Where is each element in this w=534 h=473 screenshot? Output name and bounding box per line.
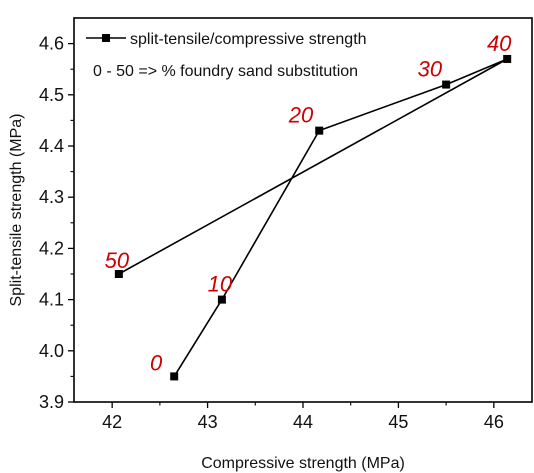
- data-point-marker: [503, 54, 512, 63]
- ticks-group: 42 43 44 45 46 3.9 4.0 4.1 4.2 4.3 4.4 4.5 4.6: [39, 34, 504, 432]
- point-label: 20: [288, 103, 314, 128]
- legend: split-tensile/compressive strength 0 - 5…: [86, 31, 367, 80]
- point-label: 10: [208, 272, 233, 297]
- x-tick-label: 46: [484, 412, 504, 432]
- series-line: [118, 58, 508, 377]
- data-point-marker: [315, 126, 324, 135]
- y-tick-label: 4.5: [39, 85, 64, 105]
- x-axis-title: Compressive strength (MPa): [201, 455, 405, 472]
- y-tick-label: 4.4: [39, 136, 64, 156]
- x-tick-label: 43: [198, 412, 218, 432]
- x-tick-label: 42: [102, 412, 122, 432]
- point-labels-group: 0 10 20 30 40 50: [105, 31, 513, 375]
- y-tick-label: 4.1: [39, 290, 64, 310]
- y-tick-label: 4.0: [39, 341, 64, 361]
- legend-marker-sample: [102, 34, 110, 42]
- x-tick-label: 44: [293, 412, 313, 432]
- series-group: [114, 54, 512, 381]
- data-point-marker: [217, 295, 226, 304]
- data-point-marker: [442, 80, 451, 89]
- data-point-marker: [170, 372, 179, 381]
- annotation-text: 0 - 50 => % foundry sand substitution: [93, 63, 358, 80]
- y-tick-label: 4.2: [39, 238, 64, 258]
- legend-label: split-tensile/compressive strength: [130, 31, 367, 48]
- point-label: 0: [150, 350, 163, 375]
- y-axis-title: Split-tensile strength (MPa): [8, 114, 25, 307]
- y-tick-label: 4.6: [39, 34, 64, 54]
- point-label: 40: [487, 31, 512, 56]
- point-label: 30: [418, 57, 443, 82]
- y-tick-label: 3.9: [39, 392, 64, 412]
- y-tick-label: 4.3: [39, 187, 64, 207]
- x-tick-label: 45: [388, 412, 408, 432]
- point-label: 50: [105, 248, 130, 273]
- data-point-marker: [114, 270, 123, 278]
